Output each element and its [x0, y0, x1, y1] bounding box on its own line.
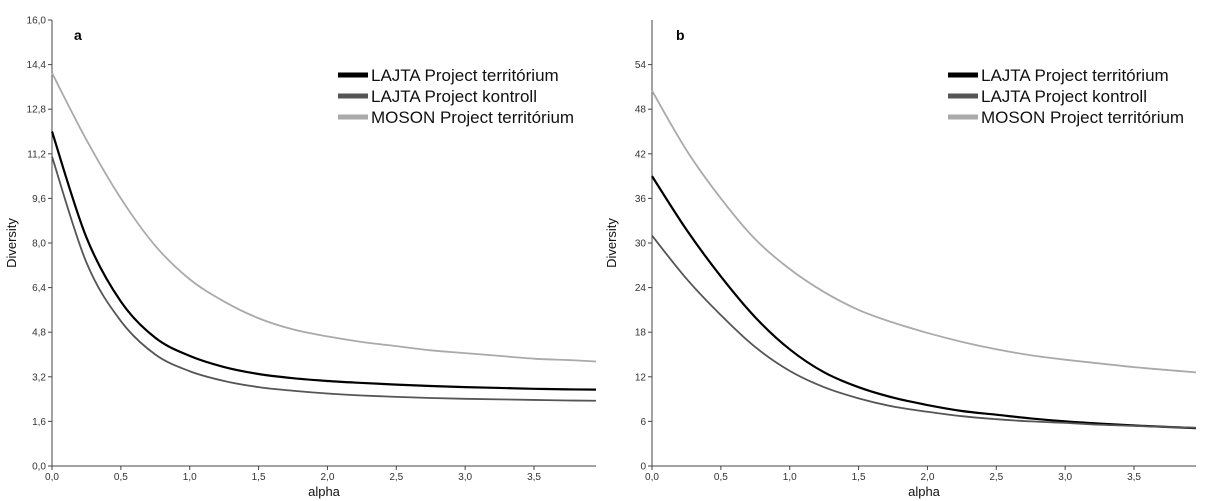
x-tick-label: 0,0 — [645, 472, 659, 483]
y-tick-label: 0 — [640, 462, 646, 473]
y-tick-label: 54 — [635, 60, 647, 71]
legend-label: MOSON Project territórium — [981, 108, 1184, 127]
x-tick-label: 0,5 — [714, 472, 728, 483]
legend-label: LAJTA Project kontroll — [371, 87, 537, 106]
x-tick-label: 0,0 — [45, 472, 59, 483]
x-tick-label: 1,5 — [252, 472, 266, 483]
panel-b: 0 6 12 18 24 30 36 42 48 54 0,0 0,5 1,0 1,5 2,0 2,5 3,0 3… — [604, 20, 1197, 499]
x-tick-label: 3,5 — [1127, 472, 1141, 483]
series-line — [51, 156, 597, 402]
x-tick-label: 2,0 — [320, 472, 334, 483]
legend-label: LAJTA Project territórium — [371, 66, 559, 85]
x-tick-label: 2,5 — [389, 472, 403, 483]
y-tick-label: 8,0 — [32, 239, 46, 250]
y-axis-label: Diversity — [4, 218, 19, 268]
series-line — [651, 90, 1197, 374]
x-tick-label: 2,0 — [920, 472, 934, 483]
series-line — [50, 131, 597, 391]
series-line — [651, 235, 1197, 429]
y-tick-label: 42 — [635, 149, 647, 160]
legend-label: LAJTA Project territórium — [981, 66, 1169, 85]
y-tick-label: 6,4 — [32, 283, 46, 294]
y-tick-label: 4,8 — [32, 328, 46, 339]
y-tick-label: 16,0 — [27, 16, 47, 27]
y-tick-label: 1,6 — [32, 417, 46, 428]
panel-label: a — [74, 27, 82, 43]
x-axis-label: alpha — [308, 484, 341, 499]
x-tick-label: 2,5 — [989, 472, 1003, 483]
y-tick-label: 0,0 — [32, 462, 46, 473]
x-tick-label: 3,5 — [527, 472, 541, 483]
y-tick-label: 6 — [640, 417, 646, 428]
series-line — [51, 72, 597, 363]
x-tick-label: 3,0 — [1058, 472, 1072, 483]
y-tick-label: 36 — [635, 194, 647, 205]
y-tick-label: 14,4 — [27, 60, 47, 71]
y-tick-label: 9,6 — [32, 194, 46, 205]
y-tick-label: 48 — [635, 105, 647, 116]
y-tick-label: 11,2 — [27, 149, 46, 160]
legend-label: LAJTA Project kontroll — [981, 87, 1147, 106]
x-tick-label: 3,0 — [458, 472, 472, 483]
y-tick-label: 30 — [635, 239, 647, 250]
y-tick-label: 12,8 — [27, 105, 47, 116]
y-tick-label: 24 — [635, 283, 647, 294]
x-tick-label: 1,0 — [183, 472, 197, 483]
series-line — [651, 175, 1197, 430]
x-axis-label: alpha — [908, 484, 941, 499]
y-tick-label: 3,2 — [32, 372, 46, 383]
panel-label: b — [676, 27, 685, 43]
panel-a: 0,0 1,6 3,2 4,8 6,4 8,0 9,6 11,2 12,8 14,4 16,0 0,0… — [4, 16, 597, 499]
x-tick-label: 1,5 — [852, 472, 866, 483]
legend-label: MOSON Project territórium — [371, 108, 574, 127]
y-axis-label: Diversity — [604, 218, 619, 268]
x-tick-label: 1,0 — [783, 472, 797, 483]
x-tick-label: 0,5 — [114, 472, 128, 483]
y-tick-label: 12 — [635, 372, 647, 383]
y-tick-label: 18 — [635, 328, 647, 339]
